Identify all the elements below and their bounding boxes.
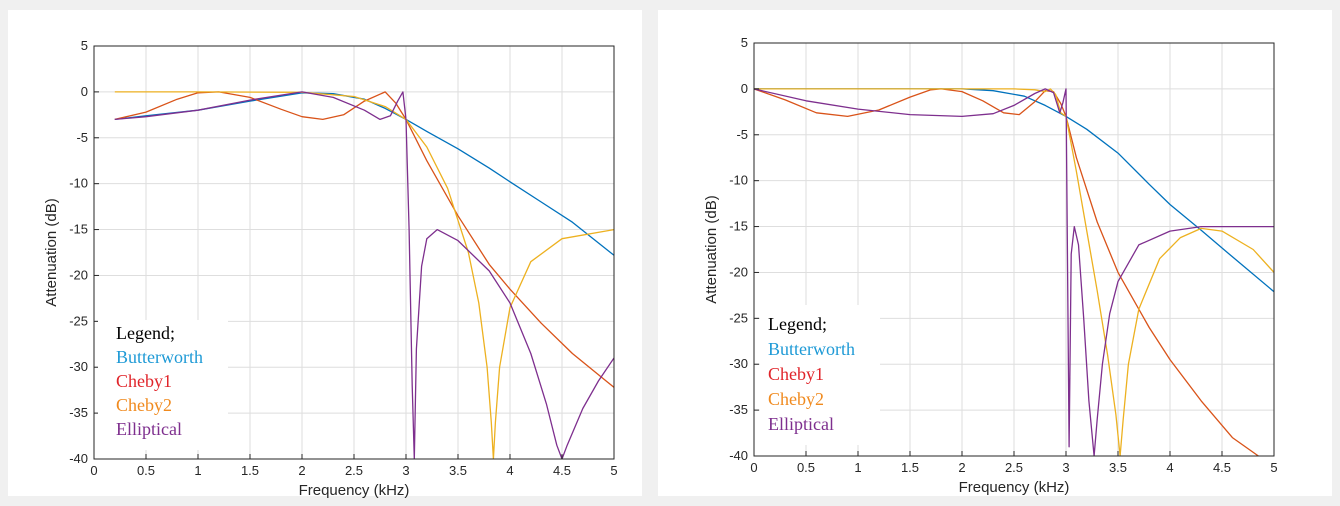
series-cheby2 — [114, 91, 614, 459]
x-tick-label: 2.5 — [1005, 460, 1023, 475]
x-tick-label: 0.5 — [137, 463, 155, 478]
y-tick-label: -40 — [729, 448, 748, 463]
y-tick-label: -25 — [729, 310, 748, 325]
x-tick-label: 1 — [194, 463, 201, 478]
y-tick-label: -10 — [729, 173, 748, 188]
x-tick-label: 5 — [610, 463, 617, 478]
x-axis-label: Frequency (kHz) — [959, 479, 1070, 496]
y-tick-label: 5 — [741, 35, 748, 50]
y-tick-label: -25 — [69, 313, 88, 328]
x-tick-label: 4 — [506, 463, 513, 478]
y-tick-label: -30 — [729, 356, 748, 371]
x-tick-label: 1.5 — [901, 460, 919, 475]
x-tick-label: 2 — [298, 463, 305, 478]
y-tick-label: -35 — [69, 405, 88, 420]
y-tick-label: -20 — [69, 267, 88, 282]
y-tick-label: 0 — [81, 84, 88, 99]
legend-entry-cheby2: Cheby2 — [116, 395, 172, 415]
x-tick-label: 3 — [1062, 460, 1069, 475]
x-tick-label: 3.5 — [1109, 460, 1127, 475]
series-elliptical — [114, 91, 614, 459]
x-tick-label: 4.5 — [553, 463, 571, 478]
y-tick-label: -15 — [729, 219, 748, 234]
series-cheby1 — [754, 88, 1259, 456]
series-cheby2 — [754, 88, 1274, 456]
legend-entry-elliptical: Elliptical — [768, 414, 834, 434]
x-axis-label: Frequency (kHz) — [299, 482, 410, 499]
y-tick-label: -30 — [69, 359, 88, 374]
y-tick-label: -10 — [69, 176, 88, 191]
y-tick-label: -5 — [736, 127, 748, 142]
x-tick-label: 3.5 — [449, 463, 467, 478]
legend-entry-cheby2: Cheby2 — [768, 389, 824, 409]
y-tick-label: 5 — [81, 38, 88, 53]
x-tick-label: 4.5 — [1213, 460, 1231, 475]
x-tick-label: 1 — [854, 460, 861, 475]
x-tick-label: 0.5 — [797, 460, 815, 475]
x-tick-label: 0 — [90, 463, 97, 478]
series-group — [754, 88, 1274, 456]
chart-left: 0 0.5 1 1.5 2 2.5 3 3.5 4 4.5 5 5 0 -5 -10 -15 -20 -25 -30… — [8, 10, 642, 499]
x-tick-label: 4 — [1166, 460, 1173, 475]
legend-entry-butterworth: Butterworth — [768, 339, 855, 359]
chart-right: 0 0.5 1 1.5 2 2.5 3 3.5 4 4.5 5 5 0 -5 -10 -15 -20 -25 -30… — [658, 10, 1332, 496]
legend-entry-cheby1: Cheby1 — [116, 371, 172, 391]
legend-box — [760, 305, 880, 445]
x-tick-label: 0 — [750, 460, 757, 475]
y-tick-label: -20 — [729, 264, 748, 279]
y-tick-label: -15 — [69, 222, 88, 237]
legend-box — [98, 320, 228, 450]
x-tick-label: 3 — [402, 463, 409, 478]
x-tick-label: 5 — [1270, 460, 1277, 475]
x-tick-label: 2 — [958, 460, 965, 475]
y-axis-label: Attenuation (dB) — [43, 198, 60, 306]
legend-entry-cheby1: Cheby1 — [768, 364, 824, 384]
series-group — [114, 91, 614, 459]
y-tick-label: -5 — [76, 130, 88, 145]
y-tick-label: -40 — [69, 451, 88, 466]
legend-entry-butterworth: Butterworth — [116, 347, 203, 367]
legend-title: Legend; — [116, 323, 175, 343]
legend-title: Legend; — [768, 314, 827, 334]
x-tick-label: 2.5 — [345, 463, 363, 478]
y-tick-label: 0 — [741, 81, 748, 96]
y-axis-label: Attenuation (dB) — [703, 195, 720, 303]
legend-entry-elliptical: Elliptical — [116, 419, 182, 439]
y-tick-label: -35 — [729, 402, 748, 417]
series-elliptical — [754, 88, 1274, 456]
x-tick-label: 1.5 — [241, 463, 259, 478]
